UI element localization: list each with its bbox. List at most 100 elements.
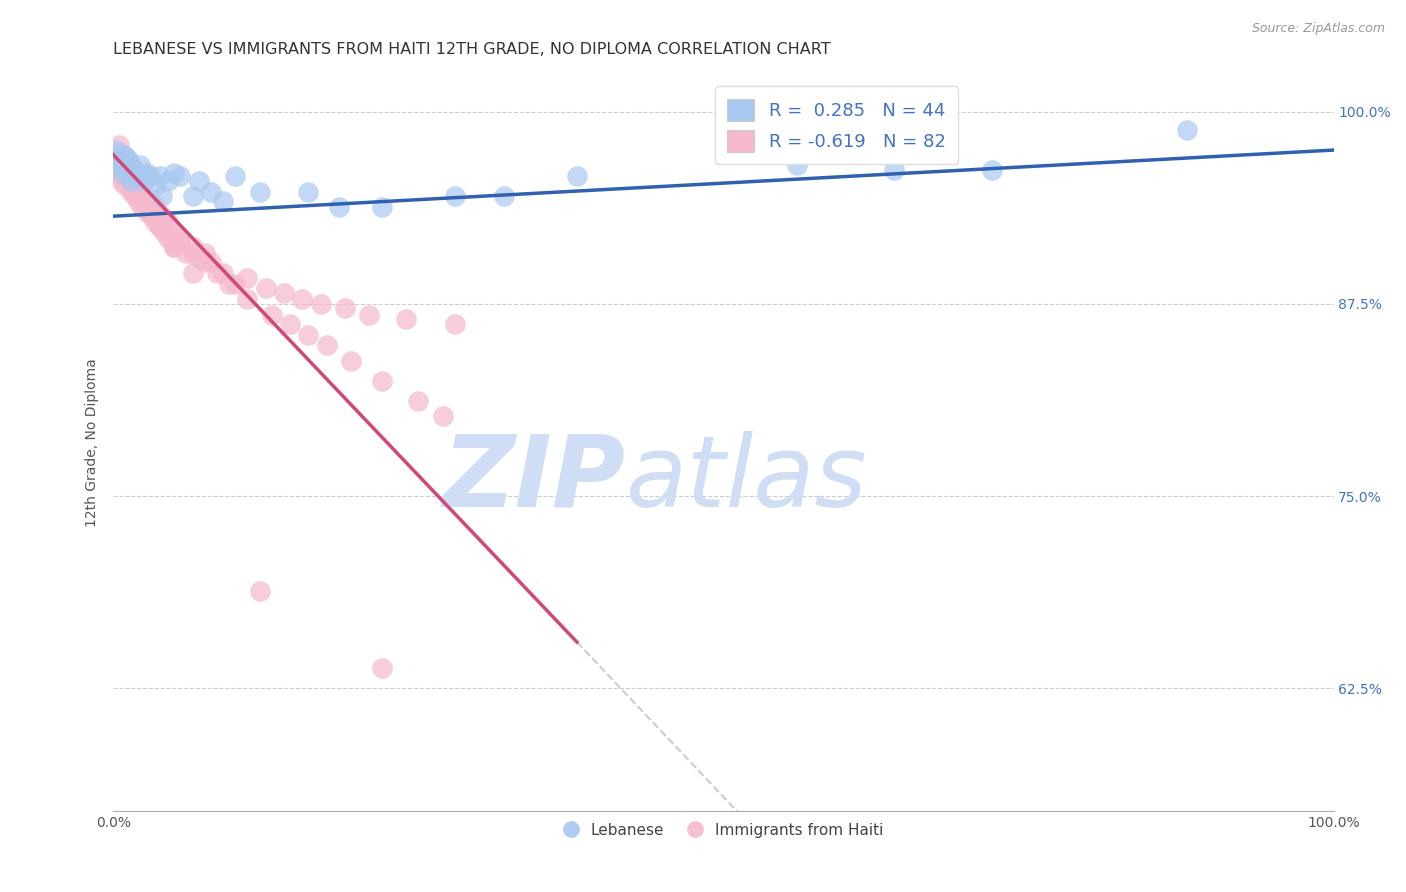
Point [121, 169, 143, 184]
Point [136, 204, 159, 219]
Text: atlas: atlas [626, 431, 868, 527]
Point [224, 169, 246, 184]
Point [112, 147, 135, 161]
Point [169, 230, 191, 244]
Point [127, 178, 149, 193]
Point [205, 266, 228, 280]
Point [145, 178, 167, 193]
Point [121, 178, 143, 193]
Point [115, 151, 138, 165]
Point [565, 169, 588, 184]
Point [125, 185, 148, 199]
Point [111, 147, 134, 161]
Point [370, 661, 392, 675]
Point [141, 209, 163, 223]
Text: Source: ZipAtlas.com: Source: ZipAtlas.com [1251, 22, 1385, 36]
Point [139, 169, 162, 184]
Point [333, 301, 356, 316]
Point [883, 163, 905, 178]
Point [118, 178, 141, 193]
Point [111, 166, 134, 180]
Point [370, 200, 392, 214]
Point [121, 174, 143, 188]
Point [139, 200, 162, 214]
Point [105, 166, 128, 180]
Text: ZIP: ZIP [443, 431, 626, 527]
Point [131, 200, 153, 214]
Point [236, 270, 259, 285]
Point [145, 200, 167, 214]
Point [169, 169, 191, 184]
Point [249, 584, 271, 599]
Point [111, 151, 134, 165]
Point [127, 169, 149, 184]
Y-axis label: 12th Grade, No Diploma: 12th Grade, No Diploma [86, 358, 100, 526]
Point [444, 317, 467, 331]
Point [124, 163, 146, 178]
Point [148, 219, 170, 234]
Point [129, 158, 152, 172]
Point [139, 194, 162, 208]
Point [169, 235, 191, 250]
Point [148, 169, 170, 184]
Point [157, 230, 180, 244]
Point [212, 266, 235, 280]
Point [103, 158, 125, 172]
Point [163, 166, 186, 180]
Point [163, 240, 186, 254]
Point [200, 185, 222, 199]
Point [181, 240, 204, 254]
Point [114, 158, 136, 172]
Point [111, 169, 134, 184]
Point [254, 281, 277, 295]
Point [297, 185, 319, 199]
Point [121, 185, 143, 199]
Point [359, 308, 381, 322]
Point [115, 174, 138, 188]
Point [278, 317, 301, 331]
Point [117, 163, 139, 178]
Point [194, 255, 217, 269]
Point [129, 189, 152, 203]
Point [395, 312, 418, 326]
Point [181, 246, 204, 260]
Point [444, 189, 467, 203]
Point [110, 153, 132, 168]
Point [187, 174, 209, 188]
Point [120, 174, 142, 188]
Point [114, 178, 136, 193]
Point [108, 138, 131, 153]
Point [132, 189, 155, 203]
Point [786, 158, 808, 172]
Point [124, 189, 146, 203]
Point [122, 185, 145, 199]
Point [136, 166, 159, 180]
Point [111, 163, 134, 178]
Point [432, 409, 454, 423]
Point [176, 246, 198, 260]
Point [110, 174, 132, 188]
Point [132, 174, 155, 188]
Point [315, 338, 337, 352]
Point [980, 163, 1002, 178]
Point [1175, 123, 1198, 137]
Point [328, 200, 350, 214]
Point [108, 153, 131, 168]
Point [146, 209, 169, 223]
Point [150, 215, 173, 229]
Point [157, 174, 180, 188]
Point [291, 292, 314, 306]
Point [309, 297, 332, 311]
Point [153, 225, 176, 239]
Point [236, 292, 259, 306]
Legend: Lebanese, Immigrants from Haiti: Lebanese, Immigrants from Haiti [557, 817, 890, 844]
Point [218, 277, 240, 291]
Point [297, 327, 319, 342]
Point [112, 163, 135, 178]
Point [160, 235, 183, 250]
Point [163, 240, 186, 254]
Point [105, 153, 128, 168]
Point [260, 308, 283, 322]
Point [143, 215, 166, 229]
Point [224, 277, 246, 291]
